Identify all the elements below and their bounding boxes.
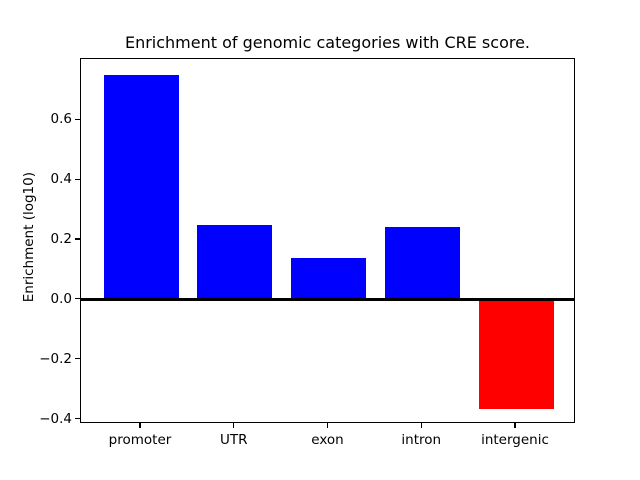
y-tick-mark bbox=[75, 118, 80, 120]
x-tick-mark bbox=[420, 423, 422, 428]
bar-UTR bbox=[197, 225, 273, 300]
y-tick-label: 0.6 bbox=[50, 111, 72, 128]
y-tick-mark bbox=[75, 298, 80, 300]
y-tick-mark bbox=[75, 178, 80, 180]
x-tick-mark bbox=[326, 423, 329, 428]
y-tick-label: 0.4 bbox=[50, 171, 72, 188]
y-tick-label: −0.2 bbox=[39, 350, 72, 367]
y-tick-label: 0.0 bbox=[50, 290, 72, 307]
zero-baseline bbox=[81, 298, 574, 302]
x-tick-mark bbox=[514, 423, 516, 428]
x-tick-label-UTR: UTR bbox=[219, 432, 248, 448]
y-tick-label: −0.4 bbox=[39, 410, 72, 427]
bar-intergenic bbox=[478, 299, 554, 410]
y-tick-mark bbox=[75, 238, 80, 240]
x-tick-label-intergenic: intergenic bbox=[481, 432, 549, 448]
x-tick-label-promoter: promoter bbox=[108, 432, 172, 448]
bar-intron bbox=[384, 226, 460, 300]
plot-area bbox=[80, 58, 575, 423]
y-tick-mark bbox=[75, 417, 80, 420]
y-tick-mark bbox=[75, 358, 80, 360]
x-tick-label-exon: exon bbox=[311, 432, 344, 448]
y-tick-label: 0.2 bbox=[50, 231, 72, 247]
x-tick-label-intron: intron bbox=[401, 432, 442, 448]
bar-exon bbox=[291, 257, 366, 300]
x-tick-mark bbox=[139, 423, 141, 428]
chart-title: Enrichment of genomic categories with CR… bbox=[124, 33, 531, 52]
x-tick-mark bbox=[233, 423, 235, 428]
bar-promoter bbox=[103, 75, 179, 300]
